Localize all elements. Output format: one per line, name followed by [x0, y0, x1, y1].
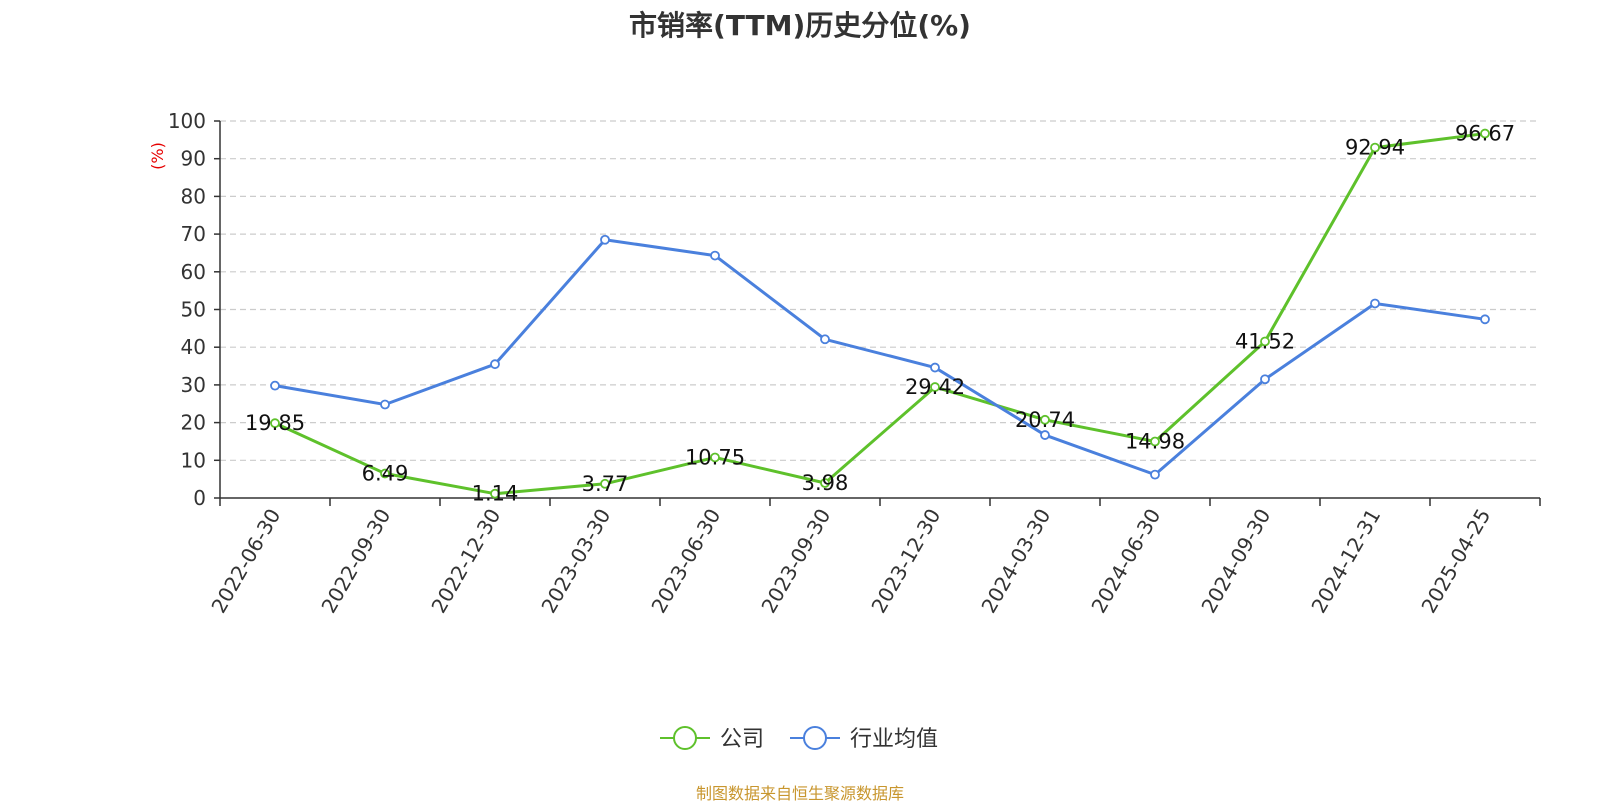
x-tick-label: 2023-03-30	[536, 505, 615, 618]
y-tick-label: 20	[181, 411, 206, 435]
data-point	[710, 452, 720, 463]
data-point	[270, 418, 280, 429]
y-tick-label: 10	[181, 448, 206, 472]
series-line-industry-average	[274, 238, 1486, 477]
data-label: 1.14	[472, 482, 519, 506]
y-tick-label: 30	[181, 373, 206, 397]
series-line-company	[274, 132, 1486, 496]
data-label: 41.52	[1235, 329, 1295, 353]
data-point	[1040, 414, 1050, 425]
data-point	[380, 399, 390, 410]
data-label: 3.98	[802, 471, 849, 495]
data-point	[490, 488, 500, 499]
x-tick-label: 2023-06-30	[646, 505, 725, 618]
data-label: 96.67	[1455, 122, 1515, 146]
series-layer	[270, 128, 1490, 499]
x-tick-label: 2024-06-30	[1086, 505, 1165, 618]
data-point	[1150, 469, 1160, 480]
data-label: 20.74	[1015, 408, 1075, 432]
data-point	[1370, 142, 1380, 153]
data-label: 14.98	[1125, 430, 1185, 454]
y-tick-label: 100	[168, 109, 206, 133]
data-point	[1040, 430, 1050, 440]
data-label: 6.49	[362, 462, 409, 486]
x-tick-label: 2022-09-30	[316, 505, 395, 618]
data-point	[380, 468, 390, 479]
legend-marker	[803, 726, 827, 750]
data-labels: 19.85 6.49 1.14 3.77 10.75 3.98 29.42 20.74 14.9…	[245, 122, 1515, 506]
legend-label: 行业均值	[850, 727, 938, 752]
x-tick-label: 2025-04-25	[1416, 505, 1495, 618]
y-axis-ticks: 0 10 20 30 40 50 60 70 80 90 100	[168, 109, 220, 510]
data-point	[820, 478, 830, 488]
data-point	[930, 382, 940, 392]
data-point	[1260, 374, 1270, 385]
x-tick-label: 2024-03-30	[976, 505, 1055, 618]
y-tick-label: 90	[181, 147, 206, 171]
data-point	[710, 250, 720, 261]
chart-title: 市销率(TTM)历史分位(%)	[629, 9, 971, 42]
data-point	[1480, 314, 1490, 325]
y-tick-label: 70	[181, 222, 206, 246]
x-tick-label: 2024-09-30	[1196, 505, 1275, 618]
data-label: 3.77	[582, 472, 629, 496]
data-point	[820, 334, 830, 345]
y-axis-unit-label: (%)	[148, 142, 167, 170]
x-axis-ticks: 2022-06-30 2022-09-30 2022-12-30 2023-03-30…	[206, 498, 1541, 618]
x-tick-label: 2023-09-30	[756, 505, 835, 618]
y-tick-label: 50	[181, 298, 206, 322]
data-label: 29.42	[905, 375, 965, 399]
y-tick-label: 60	[181, 260, 206, 284]
legend-label: 公司	[720, 727, 764, 752]
x-tick-label: 2023-12-30	[866, 505, 945, 618]
data-label: 92.94	[1345, 136, 1405, 160]
data-point	[600, 478, 610, 489]
y-tick-label: 0	[193, 486, 206, 510]
data-point	[1480, 128, 1490, 139]
data-point	[270, 380, 280, 391]
y-tick-label: 40	[181, 335, 206, 359]
legend-item-industry-average[interactable]: 行业均值	[790, 726, 938, 752]
data-point	[930, 362, 940, 373]
data-point	[1370, 298, 1380, 309]
y-tick-label: 80	[181, 184, 206, 208]
data-point	[600, 234, 610, 245]
x-tick-label: 2024-12-31	[1306, 505, 1385, 618]
source-note: 制图数据来自恒生聚源数据库	[695, 784, 904, 803]
data-label: 19.85	[245, 411, 305, 435]
legend-marker	[673, 726, 697, 750]
legend: 公司 行业均值	[660, 726, 938, 752]
x-tick-label: 2022-12-30	[426, 505, 505, 618]
legend-item-company[interactable]: 公司	[660, 726, 764, 752]
data-point	[1260, 336, 1270, 347]
data-label: 10.75	[685, 445, 745, 469]
data-point	[1150, 436, 1160, 447]
grid-lines	[220, 120, 1540, 461]
data-point	[490, 359, 500, 370]
x-tick-label: 2022-06-30	[206, 505, 285, 618]
